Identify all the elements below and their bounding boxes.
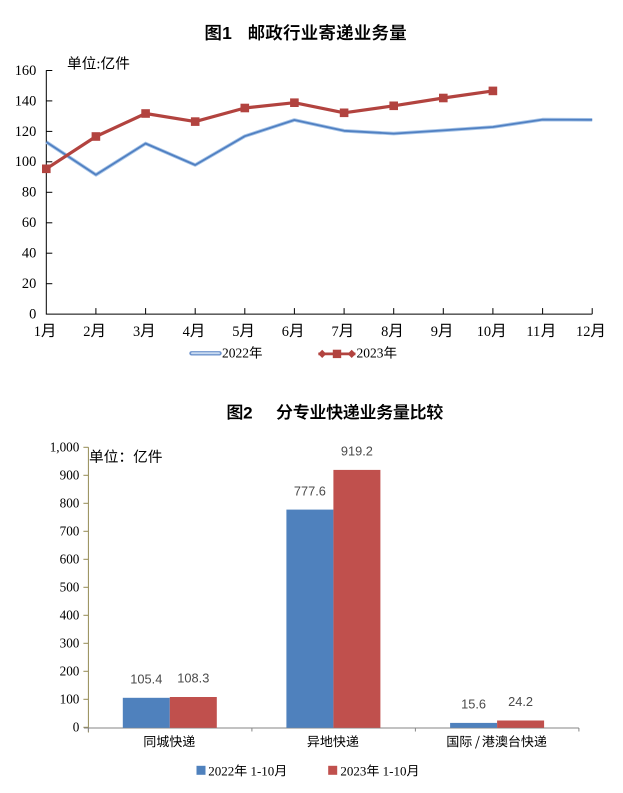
- svg-text:800: 800: [60, 496, 80, 511]
- svg-text:777.6: 777.6: [294, 483, 326, 498]
- svg-text:12: 12: [576, 324, 590, 340]
- svg-text:7: 7: [332, 324, 339, 340]
- svg-text:400: 400: [60, 608, 80, 623]
- svg-text:100: 100: [15, 154, 37, 170]
- svg-text:6: 6: [282, 324, 289, 340]
- svg-text:3: 3: [133, 324, 140, 340]
- svg-text:300: 300: [60, 636, 80, 651]
- svg-text:0: 0: [29, 307, 36, 323]
- svg-text:10: 10: [477, 324, 491, 340]
- svg-text:500: 500: [60, 580, 80, 595]
- svg-text:11: 11: [526, 324, 540, 340]
- svg-text:8: 8: [381, 324, 388, 340]
- svg-text:120: 120: [15, 124, 37, 140]
- svg-text:20: 20: [22, 276, 36, 292]
- svg-text:900: 900: [60, 468, 80, 483]
- svg-text:40: 40: [22, 246, 36, 262]
- svg-text:2: 2: [83, 324, 90, 340]
- svg-text:1-10: 1-10: [379, 763, 406, 778]
- svg-text:1,000: 1,000: [50, 440, 80, 455]
- svg-text:108.3: 108.3: [177, 671, 209, 686]
- svg-text:1: 1: [222, 23, 232, 43]
- svg-text:105.4: 105.4: [130, 672, 162, 687]
- svg-text:2: 2: [243, 403, 252, 422]
- svg-text:100: 100: [60, 692, 80, 707]
- svg-text:15.6: 15.6: [461, 697, 486, 712]
- svg-text:80: 80: [22, 185, 36, 201]
- svg-text:140: 140: [15, 93, 37, 109]
- svg-text:2023: 2023: [357, 346, 384, 361]
- svg-text:1: 1: [34, 324, 41, 340]
- svg-text:5: 5: [232, 324, 239, 340]
- svg-text:60: 60: [22, 215, 36, 231]
- svg-text:160: 160: [15, 63, 37, 79]
- svg-text:1-10: 1-10: [247, 763, 274, 778]
- svg-text:24.2: 24.2: [508, 694, 533, 709]
- svg-text:0: 0: [73, 720, 80, 735]
- svg-text::: :: [96, 57, 100, 73]
- svg-text:700: 700: [60, 524, 80, 539]
- svg-text:2023: 2023: [340, 763, 366, 778]
- svg-text:600: 600: [60, 552, 80, 567]
- svg-text:2022: 2022: [208, 763, 234, 778]
- svg-text:2022: 2022: [222, 346, 249, 361]
- svg-text:4: 4: [183, 324, 190, 340]
- svg-text:9: 9: [431, 324, 438, 340]
- svg-text:919.2: 919.2: [341, 444, 373, 459]
- svg-text:200: 200: [60, 664, 80, 679]
